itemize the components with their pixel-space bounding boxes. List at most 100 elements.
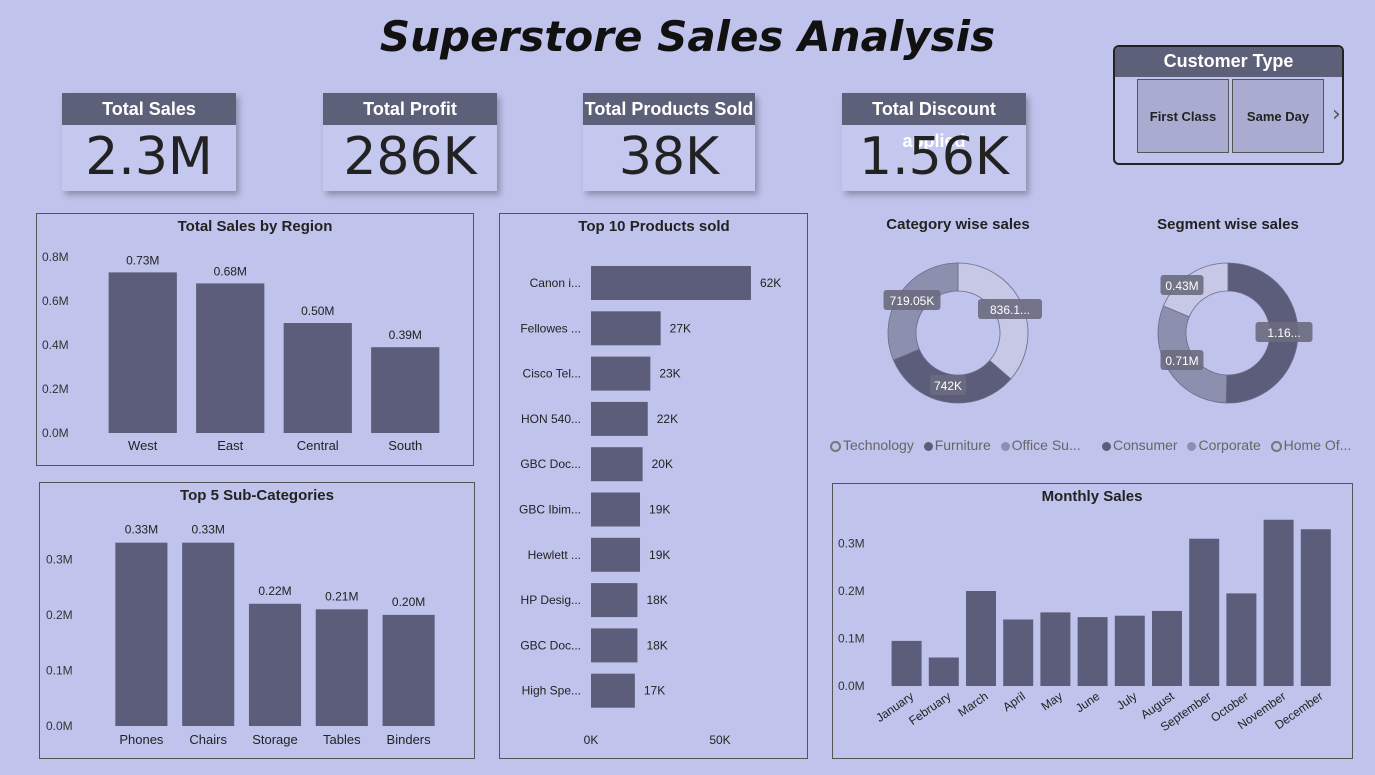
segment-legend: Consumer Corporate Home Of...: [1102, 437, 1357, 453]
y-tick-label: GBC Doc...: [520, 638, 581, 652]
y-tick-label: Hewlett ...: [528, 548, 581, 562]
data-label: 0.22M: [258, 584, 291, 598]
x-tick-label: May: [1039, 689, 1066, 713]
kpi-card-total-profit: Total Profit 286K: [323, 93, 497, 191]
bar: [283, 323, 352, 433]
y-tick-label: 0.1M: [838, 632, 865, 646]
data-label: 0.39M: [389, 328, 422, 342]
data-label: 742K: [934, 379, 962, 393]
legend-label: Consumer: [1113, 437, 1178, 453]
data-label-bg: [1255, 322, 1313, 342]
legend-item[interactable]: Furniture: [923, 437, 991, 453]
data-label: 1.16...: [1267, 326, 1300, 340]
x-tick-label: June: [1073, 689, 1103, 716]
x-tick-label: Binders: [387, 732, 432, 747]
bar: [1226, 593, 1257, 686]
bar: [928, 657, 959, 686]
y-tick-label: Canon i...: [530, 276, 581, 290]
x-tick-label: 50K: [709, 733, 730, 747]
data-label-bg: [883, 290, 941, 310]
legend-item[interactable]: Consumer: [1102, 437, 1178, 453]
x-tick-label: April: [1000, 689, 1028, 714]
x-tick-label: South: [388, 438, 422, 453]
bar: [591, 356, 651, 391]
chevron-right-icon[interactable]: ›: [1332, 102, 1341, 127]
data-label-bg: [1160, 275, 1204, 295]
legend-swatch: [923, 441, 933, 451]
bar: [591, 537, 641, 572]
data-label: 0.43M: [1165, 279, 1198, 293]
legend-label: Furniture: [934, 437, 991, 453]
data-label: 19K: [649, 503, 670, 517]
data-label: 18K: [646, 638, 667, 652]
legend-label: Home Of...: [1283, 437, 1352, 453]
bar: [115, 542, 168, 726]
chart-title: Monthly Sales: [1042, 488, 1143, 505]
chart-panel-monthly: Monthly Sales 0.0M 0.1M 0.2M 0.3M January Febr…: [832, 483, 1353, 759]
kpi-card-total-sales: Total Sales 2.3M: [62, 93, 236, 191]
data-label: 19K: [649, 548, 670, 562]
bar: [1263, 519, 1294, 686]
y-tick-label: HP Desig...: [521, 593, 581, 607]
data-label-bg: [930, 375, 966, 395]
slicer-option-first-class[interactable]: First Class: [1137, 79, 1229, 153]
data-label: 17K: [644, 684, 665, 698]
legend-item[interactable]: Office Su...: [1000, 437, 1081, 453]
data-label: 18K: [646, 593, 667, 607]
x-tick-label: July: [1114, 689, 1140, 713]
legend-item[interactable]: Home Of...: [1270, 437, 1352, 453]
x-tick-label: Central: [297, 438, 339, 453]
monthly-sales-chart: Monthly Sales0.0M0.1M0.2M0.3MJanuaryFebr…: [838, 488, 1331, 734]
data-label-bg: [1160, 350, 1204, 370]
data-label: 0.73M: [126, 253, 159, 267]
y-tick-label: 0.1M: [46, 663, 73, 677]
region-sales-chart: Total Sales by Region 0.0M 0.2M 0.4M 0.6M 0.8…: [42, 218, 440, 453]
x-tick-label: 0K: [584, 733, 599, 747]
bar: [1040, 612, 1071, 686]
category-legend: Technology Furniture Office Su...: [830, 437, 1087, 453]
bar: [196, 283, 265, 433]
y-tick-label: 0.0M: [42, 426, 69, 440]
y-tick-label: 0.4M: [42, 338, 69, 352]
legend-item[interactable]: Technology: [830, 437, 914, 453]
legend-item[interactable]: Corporate: [1187, 437, 1261, 453]
y-tick-label: 0.0M: [838, 679, 865, 693]
y-tick-label: Fellowes ...: [520, 321, 581, 335]
bar: [591, 583, 638, 618]
legend-label: Technology: [843, 437, 914, 453]
data-label: 27K: [670, 321, 691, 335]
bar: [591, 401, 648, 436]
bar: [591, 492, 641, 527]
page-title: Superstore Sales Analysis: [379, 12, 996, 61]
y-tick-label: HON 540...: [521, 412, 581, 426]
bar: [182, 542, 235, 726]
chart-panel-category: Category wise sales 836.1... 742K 719.05K: [830, 205, 1090, 430]
y-tick-label: High Spe...: [522, 684, 581, 698]
x-tick-label: Phones: [119, 732, 164, 747]
legend-label: Office Su...: [1011, 437, 1081, 453]
x-tick-label: East: [217, 438, 243, 453]
bar: [891, 640, 922, 686]
y-tick-label: GBC Doc...: [520, 457, 581, 471]
data-label: 20K: [652, 457, 673, 471]
data-label-bg: [978, 299, 1042, 319]
data-label: 0.33M: [125, 523, 158, 537]
y-tick-label: Cisco Tel...: [523, 367, 581, 381]
y-tick-label: 0.3M: [838, 537, 865, 551]
data-label: 22K: [657, 412, 678, 426]
slicer-option-same-day[interactable]: Same Day: [1232, 79, 1324, 153]
chart-title: Top 10 Products sold: [578, 218, 729, 235]
kpi-value: 2.3M: [85, 127, 213, 187]
bar: [1189, 538, 1220, 686]
chart-panel-region: Total Sales by Region 0.0M 0.2M 0.4M 0.6M 0.8…: [36, 213, 474, 466]
segment-donut-chart: Segment wise sales 1.16... 0.71M 0.43M: [1157, 216, 1313, 404]
kpi-label: Total Profit: [323, 93, 497, 125]
y-tick-label: 0.2M: [42, 382, 69, 396]
kpi-value: 1.56K: [859, 127, 1009, 187]
data-label: 0.68M: [214, 264, 247, 278]
data-label: 0.33M: [192, 523, 225, 537]
data-label: 23K: [659, 367, 680, 381]
kpi-card-total-products-sold: Total Products Sold 38K: [583, 93, 755, 191]
bar: [248, 603, 302, 726]
bar: [591, 266, 751, 300]
